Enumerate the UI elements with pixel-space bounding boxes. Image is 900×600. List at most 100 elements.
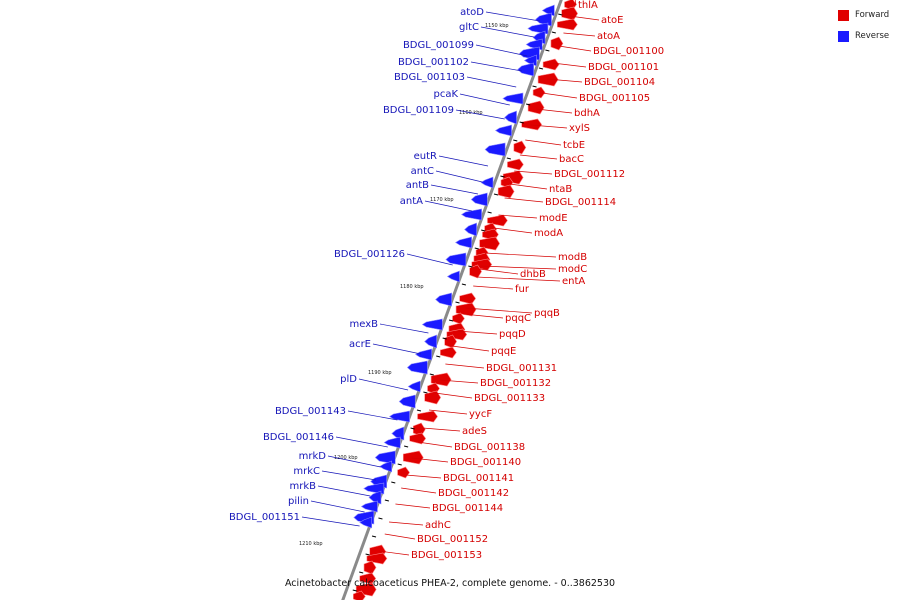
forward-gene-shape[interactable] bbox=[469, 264, 482, 279]
reverse-gene-shape[interactable] bbox=[446, 270, 460, 283]
gene-label-fur[interactable]: fur bbox=[515, 284, 530, 295]
reverse-gene-shape[interactable] bbox=[363, 482, 385, 495]
gene-label-bdgl-001153[interactable]: BDGL_001153 bbox=[411, 550, 482, 561]
gene-label-atoa[interactable]: atoA bbox=[597, 31, 620, 42]
gene-label-mexb[interactable]: mexB bbox=[350, 319, 379, 330]
reverse-gene-shape[interactable] bbox=[502, 92, 524, 105]
reverse-gene-shape[interactable] bbox=[455, 236, 472, 249]
gene-label-pld[interactable]: plD bbox=[340, 374, 357, 385]
reverse-gene-shape[interactable] bbox=[360, 500, 378, 513]
gene-label-bdgl-001105[interactable]: BDGL_001105 bbox=[579, 93, 650, 104]
gene-label-modc[interactable]: modC bbox=[558, 264, 587, 275]
reverse-gene-shape[interactable] bbox=[383, 436, 401, 449]
gene-label-acre[interactable]: acrE bbox=[349, 339, 371, 350]
gene-label-mode[interactable]: modE bbox=[539, 213, 568, 224]
reverse-gene-shape[interactable] bbox=[421, 318, 443, 331]
gene-label-pilin[interactable]: pilin bbox=[288, 496, 309, 507]
gene-label-bdgl-001133[interactable]: BDGL_001133 bbox=[474, 393, 545, 404]
gene-label-bdgl-001151[interactable]: BDGL_001151 bbox=[229, 512, 300, 523]
gene-label-pqqe[interactable]: pqqE bbox=[491, 346, 516, 357]
gene-label-bdgl-001100[interactable]: BDGL_001100 bbox=[593, 46, 664, 57]
forward-gene-shape[interactable] bbox=[542, 58, 560, 71]
gene-label-bdgl-001104[interactable]: BDGL_001104 bbox=[584, 77, 655, 88]
gene-label-bdgl-001099[interactable]: BDGL_001099 bbox=[403, 40, 474, 51]
forward-gene-shape[interactable] bbox=[353, 590, 366, 600]
gene-label-mrkc[interactable]: mrkC bbox=[293, 466, 320, 477]
reverse-gene-shape[interactable] bbox=[398, 394, 416, 409]
reverse-gene-shape[interactable] bbox=[415, 348, 432, 361]
forward-gene-shape[interactable] bbox=[440, 346, 457, 359]
gene-label-bdgl-001101[interactable]: BDGL_001101 bbox=[588, 62, 659, 73]
gene-label-bdha[interactable]: bdhA bbox=[574, 108, 600, 119]
gene-label-moda[interactable]: modA bbox=[534, 228, 563, 239]
forward-gene-shape[interactable] bbox=[359, 572, 377, 585]
forward-gene-shape[interactable] bbox=[537, 72, 559, 87]
forward-gene-shape[interactable] bbox=[363, 560, 377, 575]
forward-gene-shape[interactable] bbox=[557, 18, 578, 31]
gene-label-bdgl-001142[interactable]: BDGL_001142 bbox=[438, 488, 509, 499]
forward-gene-shape[interactable] bbox=[459, 292, 477, 305]
gene-label-thla[interactable]: thlA bbox=[578, 0, 598, 11]
forward-gene-shape[interactable] bbox=[444, 334, 458, 349]
gene-label-atod[interactable]: atoD bbox=[460, 7, 484, 18]
forward-gene-shape[interactable] bbox=[527, 100, 545, 115]
reverse-gene-shape[interactable] bbox=[406, 360, 428, 375]
gene-label-pqqd[interactable]: pqqD bbox=[499, 329, 526, 340]
forward-gene-shape[interactable] bbox=[402, 450, 424, 465]
reverse-gene-shape[interactable] bbox=[379, 460, 393, 473]
forward-gene-shape[interactable] bbox=[397, 466, 410, 479]
gene-label-bdgl-001109[interactable]: BDGL_001109 bbox=[383, 105, 454, 116]
gene-label-mrkd[interactable]: mrkD bbox=[299, 451, 327, 462]
reverse-gene-shape[interactable] bbox=[527, 22, 549, 35]
forward-gene-shape[interactable] bbox=[430, 372, 452, 387]
reverse-gene-shape[interactable] bbox=[388, 410, 410, 423]
gene-label-mrkb[interactable]: mrkB bbox=[289, 481, 316, 492]
reverse-gene-shape[interactable] bbox=[484, 142, 506, 157]
forward-gene-shape[interactable] bbox=[452, 312, 465, 325]
gene-label-bdgl-001132[interactable]: BDGL_001132 bbox=[480, 378, 551, 389]
forward-gene-shape[interactable] bbox=[550, 36, 564, 51]
gene-label-enta[interactable]: entA bbox=[562, 276, 585, 287]
forward-gene-shape[interactable] bbox=[513, 140, 527, 155]
reverse-gene-shape[interactable] bbox=[517, 62, 534, 77]
forward-gene-shape[interactable] bbox=[455, 302, 477, 317]
gene-label-pqqb[interactable]: pqqB bbox=[534, 308, 560, 319]
gene-label-antb[interactable]: antB bbox=[406, 180, 429, 191]
gene-label-anta[interactable]: antA bbox=[400, 196, 423, 207]
gene-label-adhc[interactable]: adhC bbox=[425, 520, 451, 531]
gene-label-bdgl-001141[interactable]: BDGL_001141 bbox=[443, 473, 514, 484]
gene-label-bdgl-001126[interactable]: BDGL_001126 bbox=[334, 249, 405, 260]
forward-gene-shape[interactable] bbox=[409, 432, 427, 445]
reverse-gene-shape[interactable] bbox=[494, 124, 512, 137]
gene-label-bdgl-001138[interactable]: BDGL_001138 bbox=[454, 442, 525, 453]
reverse-gene-shape[interactable] bbox=[407, 380, 421, 393]
forward-gene-shape[interactable] bbox=[507, 158, 524, 171]
gene-label-xyls[interactable]: xylS bbox=[569, 123, 590, 134]
reverse-gene-shape[interactable] bbox=[359, 516, 373, 529]
gene-label-bdgl-001102[interactable]: BDGL_001102 bbox=[398, 57, 469, 68]
gene-label-gltc[interactable]: gltC bbox=[459, 22, 479, 33]
reverse-gene-shape[interactable] bbox=[504, 110, 517, 125]
gene-label-bdgl-001144[interactable]: BDGL_001144 bbox=[432, 503, 503, 514]
gene-label-yycf[interactable]: yycF bbox=[469, 409, 492, 420]
gene-label-bdgl-001114[interactable]: BDGL_001114 bbox=[545, 197, 616, 208]
gene-label-ntab[interactable]: ntaB bbox=[549, 184, 572, 195]
forward-gene-shape[interactable] bbox=[424, 390, 442, 405]
gene-label-antc[interactable]: antC bbox=[411, 166, 434, 177]
gene-label-bdgl-001152[interactable]: BDGL_001152 bbox=[417, 534, 488, 545]
reverse-gene-shape[interactable] bbox=[374, 450, 396, 465]
gene-label-atoe[interactable]: atoE bbox=[601, 15, 624, 26]
gene-label-pcak[interactable]: pcaK bbox=[433, 89, 458, 100]
forward-gene-shape[interactable] bbox=[479, 236, 500, 251]
forward-gene-shape[interactable] bbox=[521, 118, 543, 131]
gene-label-eutr[interactable]: eutR bbox=[414, 151, 437, 162]
reverse-gene-shape[interactable] bbox=[461, 208, 482, 221]
gene-label-bdgl-001140[interactable]: BDGL_001140 bbox=[450, 457, 521, 468]
forward-gene-shape[interactable] bbox=[417, 410, 438, 423]
reverse-gene-shape[interactable] bbox=[480, 176, 494, 189]
reverse-gene-shape[interactable] bbox=[424, 334, 437, 349]
forward-gene-shape[interactable] bbox=[497, 184, 515, 199]
reverse-gene-shape[interactable] bbox=[445, 252, 467, 267]
gene-label-modb[interactable]: modB bbox=[558, 252, 587, 263]
forward-gene-shape[interactable] bbox=[412, 422, 426, 437]
